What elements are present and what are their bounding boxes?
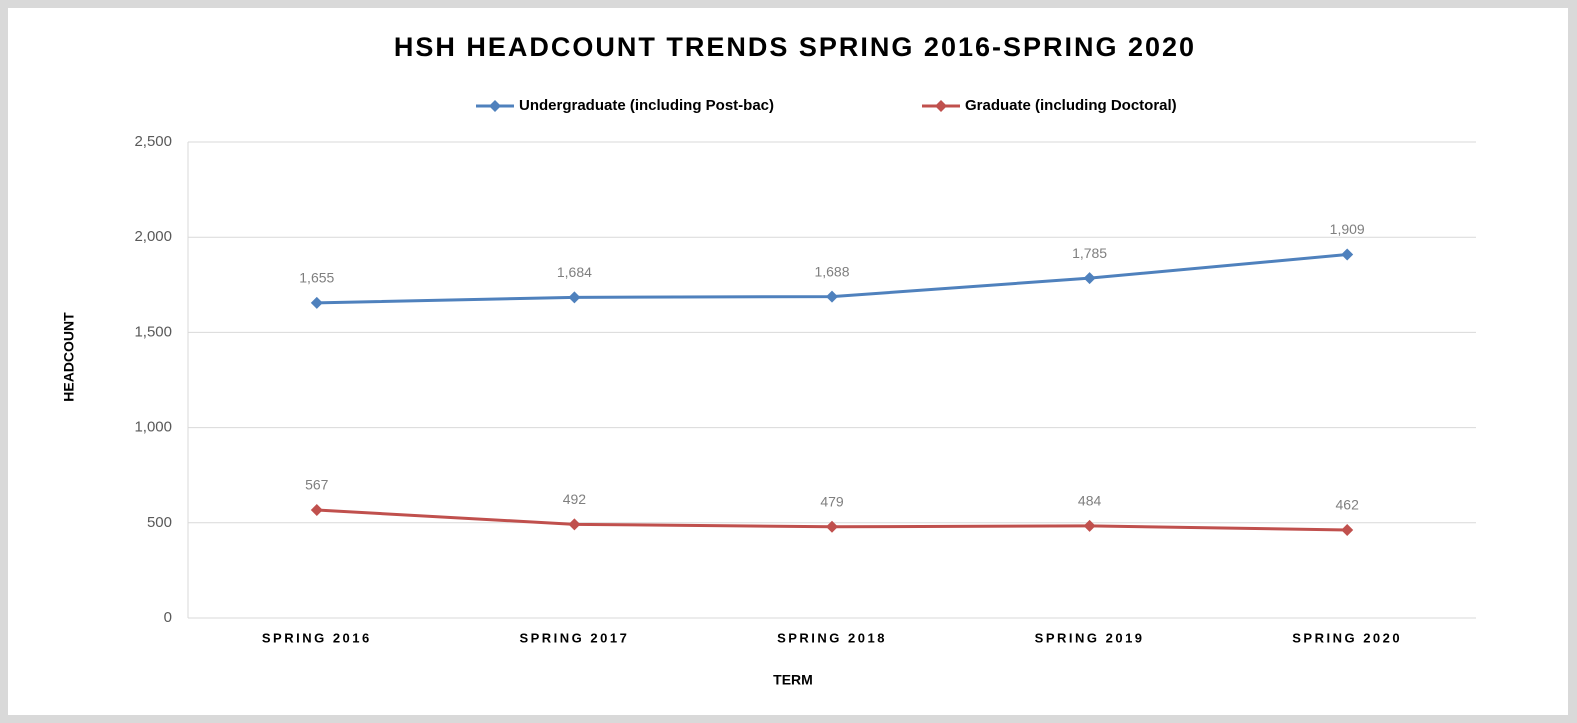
- y-tick-label: 0: [164, 609, 172, 626]
- legend-label: Graduate (including Doctoral): [965, 97, 1177, 114]
- data-label: 1,684: [557, 264, 592, 280]
- data-label: 567: [305, 477, 329, 493]
- data-label: 1,688: [814, 263, 849, 279]
- data-label: 479: [820, 494, 844, 510]
- y-tick-label: 2,000: [134, 228, 172, 245]
- chart-title: HSH HEADCOUNT TRENDS SPRING 2016-SPRING …: [394, 32, 1196, 62]
- x-tick-label: SPRING 2019: [1035, 630, 1145, 645]
- data-point: [1341, 248, 1354, 261]
- data-point: [1083, 519, 1096, 532]
- legend-marker: [489, 100, 501, 112]
- y-tick-label: 500: [147, 514, 172, 531]
- x-tick-label: SPRING 2017: [519, 630, 629, 645]
- legend-label: Undergraduate (including Post-bac): [519, 97, 774, 114]
- data-point: [826, 290, 838, 303]
- data-point: [310, 504, 323, 517]
- data-point: [1341, 524, 1354, 537]
- data-point: [568, 518, 581, 531]
- data-point: [1083, 272, 1096, 285]
- y-tick-label: 1,500: [134, 323, 172, 340]
- data-point: [310, 296, 323, 309]
- y-tick-label: 2,500: [134, 133, 172, 150]
- y-tick-label: 1,000: [134, 419, 172, 436]
- data-label: 1,655: [299, 270, 334, 286]
- data-point: [568, 291, 581, 304]
- data-label: 484: [1078, 493, 1102, 509]
- data-label: 492: [563, 491, 587, 507]
- data-label: 1,909: [1330, 221, 1365, 237]
- x-axis-label: TERM: [773, 672, 813, 688]
- x-tick-label: SPRING 2018: [777, 630, 887, 645]
- x-tick-label: SPRING 2016: [262, 630, 372, 645]
- data-label: 1,785: [1072, 245, 1107, 261]
- x-tick-label: SPRING 2020: [1292, 630, 1402, 645]
- chart-area: [8, 8, 1568, 715]
- y-axis-label: HEADCOUNT: [61, 312, 77, 402]
- data-point: [826, 520, 838, 533]
- legend-marker: [935, 100, 947, 112]
- data-label: 462: [1336, 497, 1360, 513]
